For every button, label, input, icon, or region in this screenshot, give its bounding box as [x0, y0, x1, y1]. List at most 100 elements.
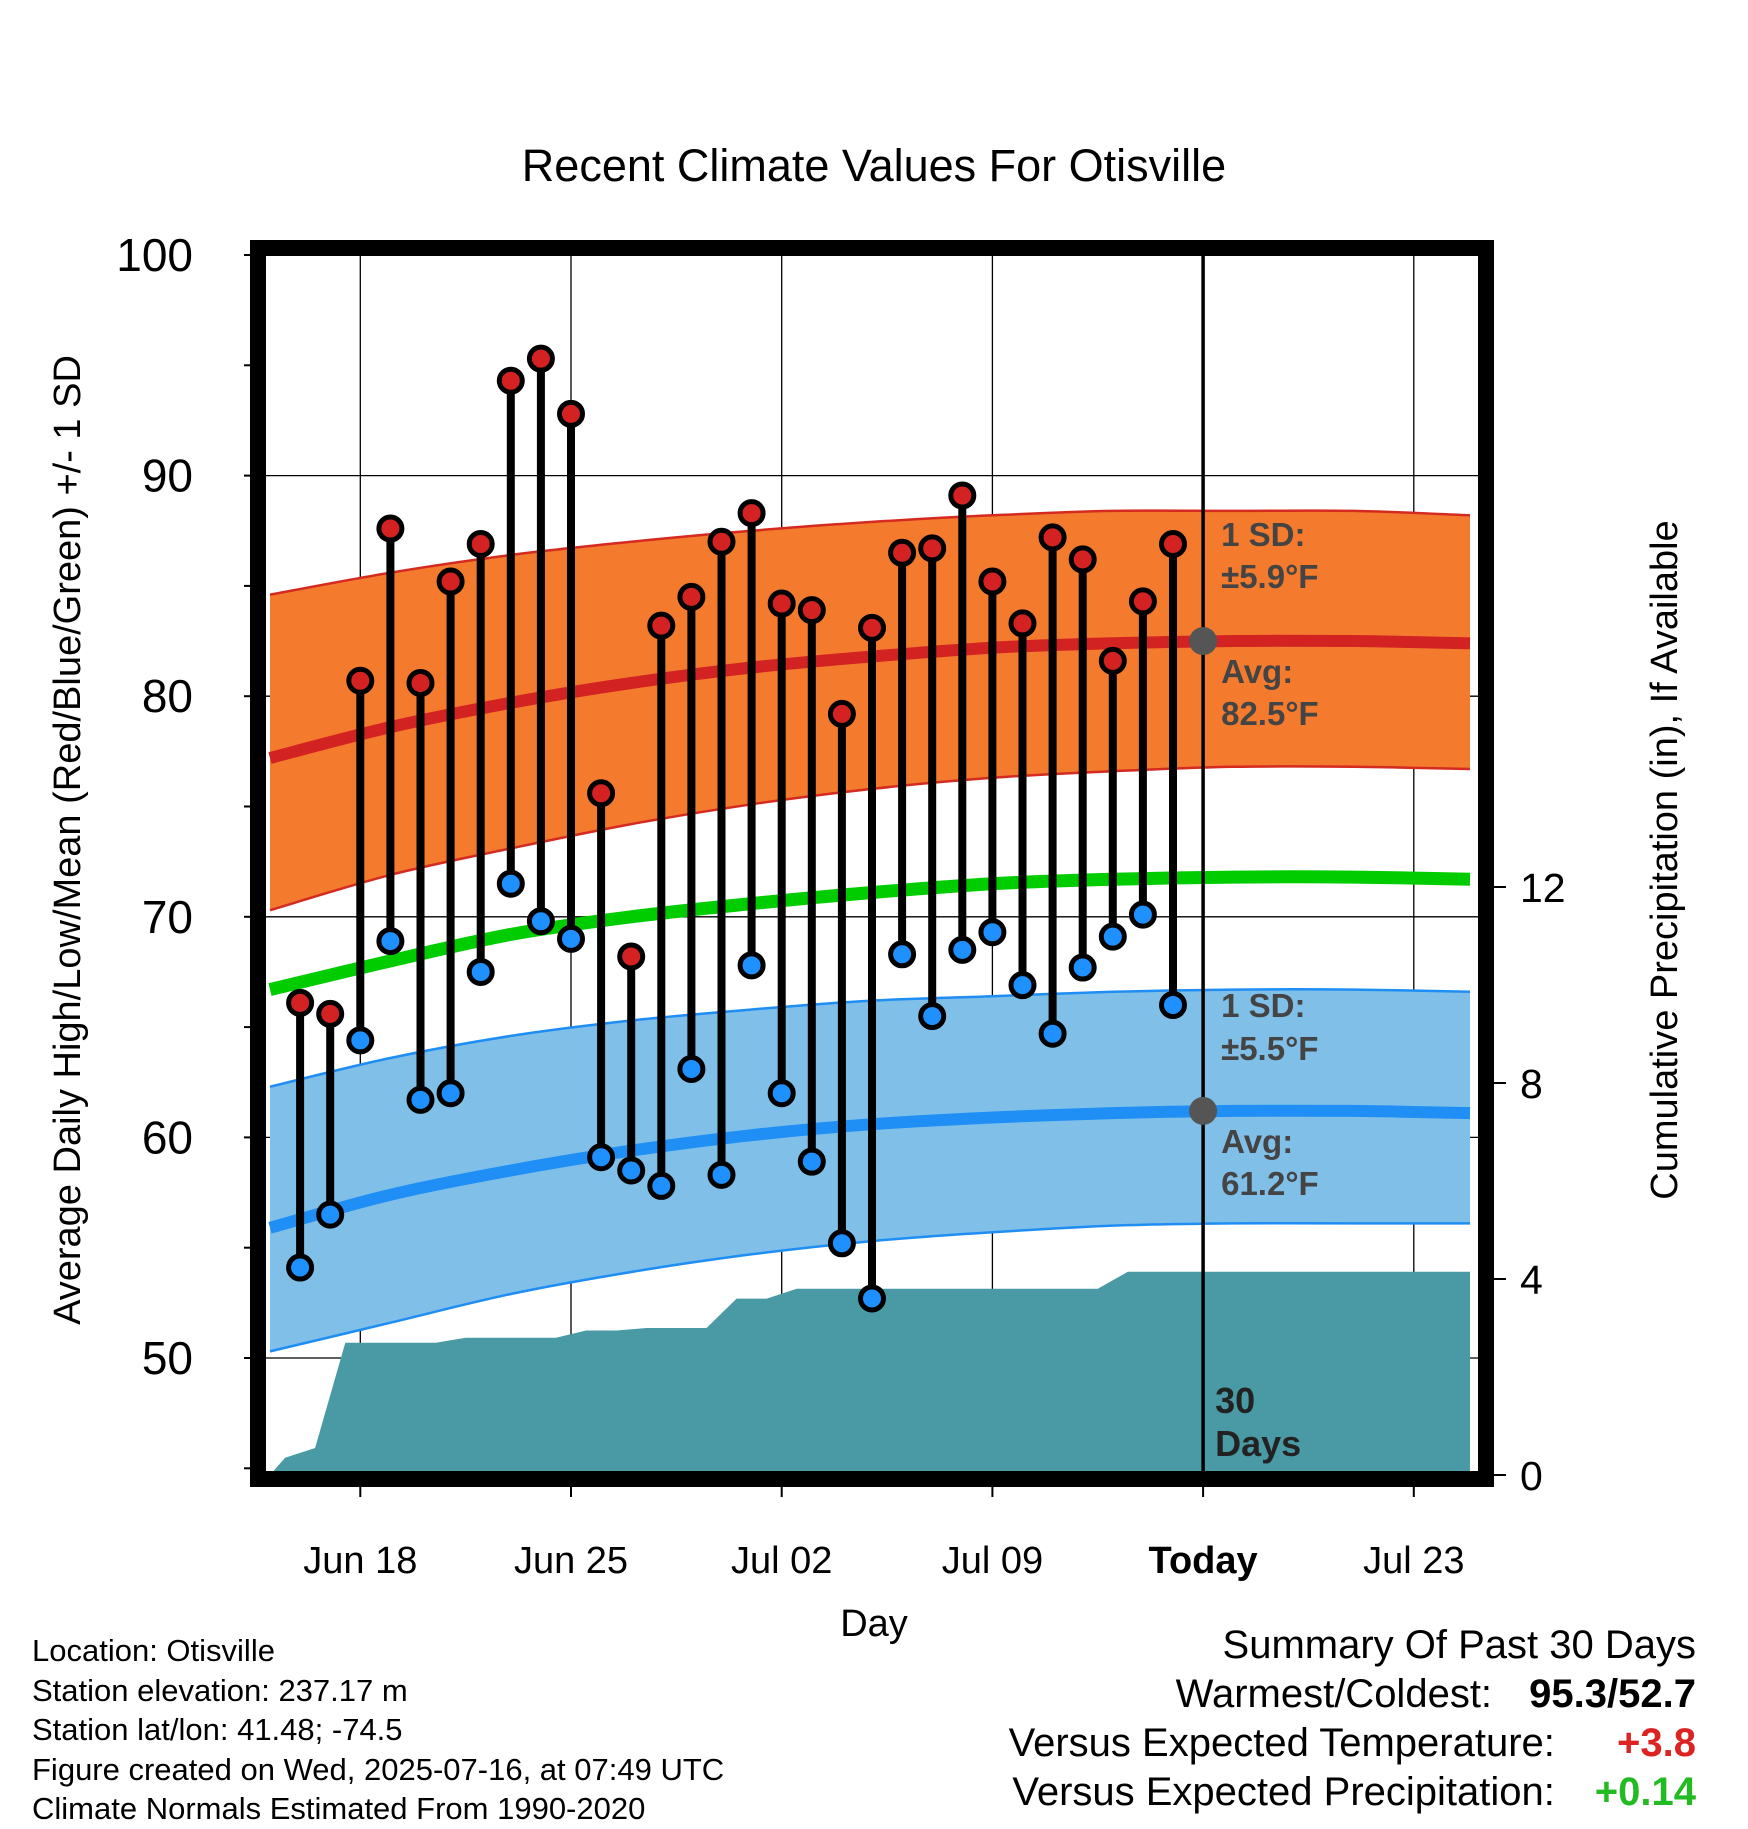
observed-high-point — [1159, 529, 1187, 558]
x-tick-label: Jul 09 — [942, 1540, 1043, 1582]
summary-title: Summary Of Past 30 Days — [1222, 1623, 1696, 1667]
plot-frame — [250, 240, 1494, 1487]
observed-high-point — [526, 344, 555, 373]
observed-high-point — [466, 529, 495, 558]
observed-low-point — [948, 935, 977, 964]
today-window-label-line1: 30 — [1215, 1380, 1255, 1421]
warm-cold-label: Warmest/Coldest: — [1175, 1672, 1493, 1716]
x-tick-label: Jul 23 — [1363, 1540, 1464, 1582]
observed-high-point — [1098, 646, 1127, 675]
y2-tick-label: 0 — [1520, 1453, 1543, 1499]
normal-low-line — [268, 1104, 1471, 1234]
observed-high-point — [286, 988, 315, 1017]
y-axis-label: Average Daily High/Low/Mean (Red/Blue/Gr… — [47, 355, 89, 1325]
observed-high-point — [617, 942, 646, 971]
observed-low-point — [617, 1156, 646, 1185]
observed-high-point — [376, 514, 405, 543]
y-tick-label: 90 — [142, 450, 193, 502]
observed-low-point — [858, 1284, 886, 1313]
observed-low-point — [1098, 922, 1127, 951]
summary-panel: Summary Of Past 30 Days Warmest/Coldest:… — [1009, 1621, 1696, 1817]
high-sd-label: 1 SD: — [1221, 516, 1305, 553]
observed-low-point — [587, 1143, 616, 1172]
y2-tick-label: 4 — [1520, 1257, 1543, 1303]
x-tick-label-today: Today — [1149, 1540, 1258, 1582]
observed-high-point — [1008, 609, 1037, 638]
station-info: Location: Otisville Station elevation: 2… — [32, 1631, 724, 1829]
y-tick-label: 50 — [142, 1332, 193, 1384]
observed-high-point — [948, 481, 977, 510]
precip-departure-label: Versus Expected Precipitation: — [1012, 1770, 1555, 1814]
observed-high-point — [797, 596, 826, 625]
y2-tick-label: 12 — [1520, 865, 1566, 911]
observed-low-point — [406, 1085, 435, 1114]
y-tick-label: 60 — [142, 1111, 193, 1163]
latlon-text: Station lat/lon: 41.48; -74.5 — [32, 1712, 403, 1747]
location-text: Location: Otisville — [32, 1633, 275, 1668]
temp-departure-row: Versus Expected Temperature: +3.8 — [1009, 1719, 1696, 1768]
observed-high-point — [346, 666, 375, 695]
precip-departure-row: Versus Expected Precipitation: +0.14 — [1009, 1768, 1696, 1817]
low-sd-value: ±5.5°F — [1221, 1030, 1318, 1067]
temp-departure-value: +3.8 — [1617, 1721, 1696, 1765]
normal-high-line — [268, 634, 1471, 764]
observed-high-point — [316, 999, 345, 1028]
observed-low-point — [888, 940, 917, 969]
x-axis-label: Day — [840, 1603, 908, 1645]
observed-high-point — [677, 582, 706, 611]
low-sd-label: 1 SD: — [1221, 987, 1305, 1024]
warm-cold-value: 95.3/52.7 — [1529, 1672, 1696, 1716]
y-tick-label: 70 — [142, 891, 193, 943]
high-sd-value: ±5.9°F — [1221, 558, 1318, 595]
y-tick-label: 100 — [116, 229, 193, 281]
high-sd-upper-line — [269, 509, 1471, 596]
created-text: Figure created on Wed, 2025-07-16, at 07… — [32, 1751, 725, 1787]
x-tick-label: Jun 25 — [514, 1540, 628, 1582]
observed-low-point — [797, 1147, 826, 1176]
observed-high-point — [406, 668, 435, 697]
warm-cold-row: Warmest/Coldest: 95.3/52.7 — [1009, 1670, 1696, 1719]
normals-text: Climate Normals Estimated From 1990-2020 — [32, 1791, 646, 1826]
observed-low-point — [316, 1200, 345, 1229]
observed-low-point — [978, 918, 1007, 947]
observed-high-point — [737, 499, 766, 528]
high-avg-label: Avg: — [1221, 653, 1293, 690]
observed-high-point — [557, 399, 585, 428]
observed-low-point — [376, 927, 405, 956]
observed-low-point — [707, 1160, 736, 1189]
high-avg-value: 82.5°F — [1221, 695, 1319, 732]
x-tick-label: Jul 02 — [731, 1540, 832, 1582]
observed-low-point — [918, 1002, 947, 1031]
observed-low-point — [1128, 900, 1157, 929]
normal-mean-line — [268, 870, 1471, 996]
observed-low-point — [767, 1079, 796, 1108]
y2-axis-label: Cumulative Precipitation (in), If Availa… — [1644, 520, 1686, 1199]
low-avg-label: Avg: — [1221, 1123, 1293, 1160]
observed-high-point — [647, 611, 676, 640]
y-tick-label: 80 — [142, 670, 193, 722]
elevation-text: Station elevation: 237.17 m — [32, 1672, 408, 1708]
chart-title: Recent Climate Values For Otisville — [522, 140, 1226, 191]
observed-low-point — [1159, 991, 1187, 1020]
precip-departure-value: +0.14 — [1594, 1770, 1696, 1814]
observed-low-point — [1008, 971, 1037, 1000]
observed-low-point — [466, 957, 495, 986]
low-sd-upper-line — [269, 988, 1471, 1088]
observed-high-point — [1068, 545, 1097, 574]
low-sd-lower-line — [269, 1222, 1470, 1353]
observed-low-point — [346, 1026, 375, 1055]
today-high-avg-marker — [1189, 627, 1218, 656]
observed-high-point — [888, 538, 917, 567]
today-window-label-line2: Days — [1215, 1423, 1301, 1464]
observed-high-point — [1128, 587, 1157, 616]
observed-high-point — [858, 613, 886, 642]
high-sd-lower-line — [269, 765, 1471, 912]
observed-low-point — [1038, 1019, 1067, 1048]
temp-departure-label: Versus Expected Temperature: — [1008, 1721, 1555, 1765]
observed-high-point — [707, 527, 736, 556]
observed-low-point — [677, 1055, 706, 1084]
observed-high-point — [436, 567, 465, 596]
observed-low-point — [496, 869, 525, 898]
observed-high-point — [978, 567, 1007, 596]
